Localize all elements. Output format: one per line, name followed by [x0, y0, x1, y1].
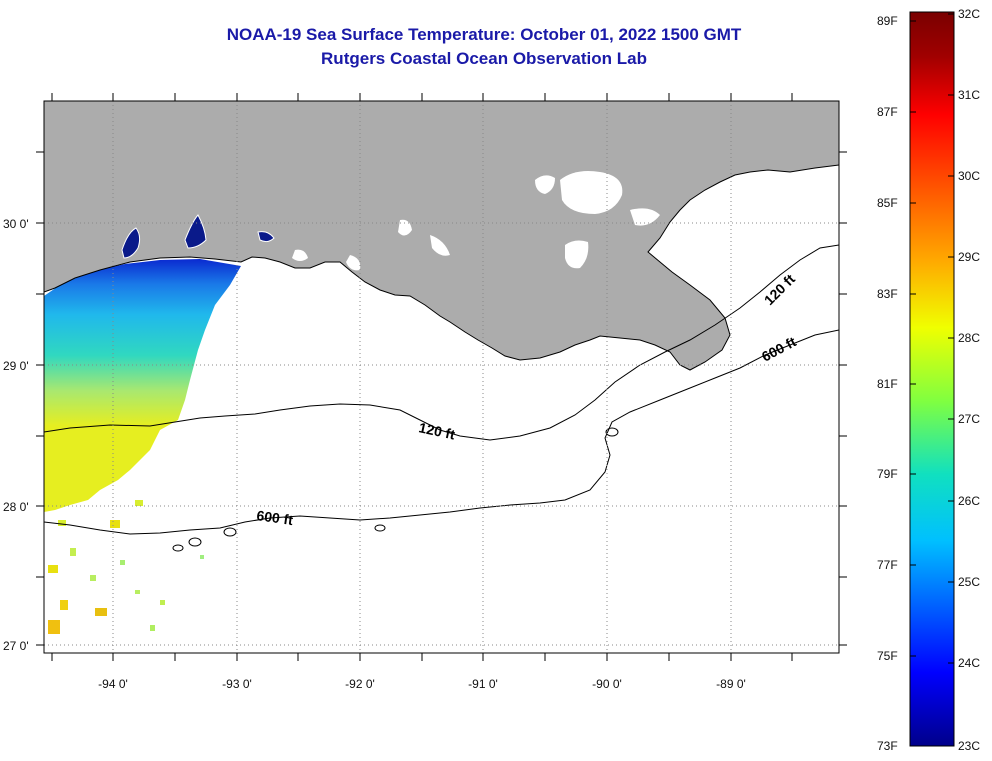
colorbar-label-f: 77F [877, 558, 898, 572]
sst-data-patch [44, 259, 241, 512]
tick-marks [36, 93, 847, 661]
colorbar-label-f: 79F [877, 467, 898, 481]
colorbar-label-c: 31C [958, 88, 980, 102]
map-subtitle: Rutgers Coastal Ocean Observation Lab [321, 49, 647, 68]
colorbar-label-c: 25C [958, 575, 980, 589]
inland-water [292, 171, 749, 271]
colorbar-label-f: 85F [877, 196, 898, 210]
lon-label: -92 0' [345, 677, 375, 691]
coastline [44, 164, 839, 371]
colorbar-label-c: 30C [958, 169, 980, 183]
contour-label-120-shelf: 120 ft [417, 419, 456, 442]
bathymetry-features [172, 427, 619, 552]
colorbar [909, 11, 955, 747]
colorbar-label-f: 73F [877, 739, 898, 753]
colorbar-label-c: 26C [958, 494, 980, 508]
land-mass [44, 101, 839, 370]
lon-label: -89 0' [716, 677, 746, 691]
lat-label: 29 0' [3, 359, 29, 373]
lat-label: 27 0' [3, 639, 29, 653]
contour-120ft [44, 244, 839, 441]
lon-label: -91 0' [468, 677, 498, 691]
contour-600ft [44, 329, 839, 535]
colorbar-label-c: 32C [958, 7, 980, 21]
sst-scatter [48, 500, 204, 634]
colorbar-label-c: 27C [958, 412, 980, 426]
lat-label: 28 0' [3, 500, 29, 514]
graticule [44, 101, 839, 653]
colorbar-label-c: 24C [958, 656, 980, 670]
colorbar-label-f: 81F [877, 377, 898, 391]
colorbar-label-c: 28C [958, 331, 980, 345]
colorbar-label-f: 89F [877, 14, 898, 28]
colorbar-label-c: 29C [958, 250, 980, 264]
colorbar-label-f: 75F [877, 649, 898, 663]
colorbar-ticks [910, 13, 954, 664]
colorbar-label-f: 87F [877, 105, 898, 119]
lon-label: -93 0' [222, 677, 252, 691]
map-title: NOAA-19 Sea Surface Temperature: October… [226, 25, 742, 44]
lon-label: -90 0' [592, 677, 622, 691]
contour-label-600-shelf: 600 ft [256, 507, 295, 528]
colorbar-label-f: 83F [877, 287, 898, 301]
lat-label: 30 0' [3, 217, 29, 231]
colorbar-label-c: 23C [958, 739, 980, 753]
lon-label: -94 0' [98, 677, 128, 691]
